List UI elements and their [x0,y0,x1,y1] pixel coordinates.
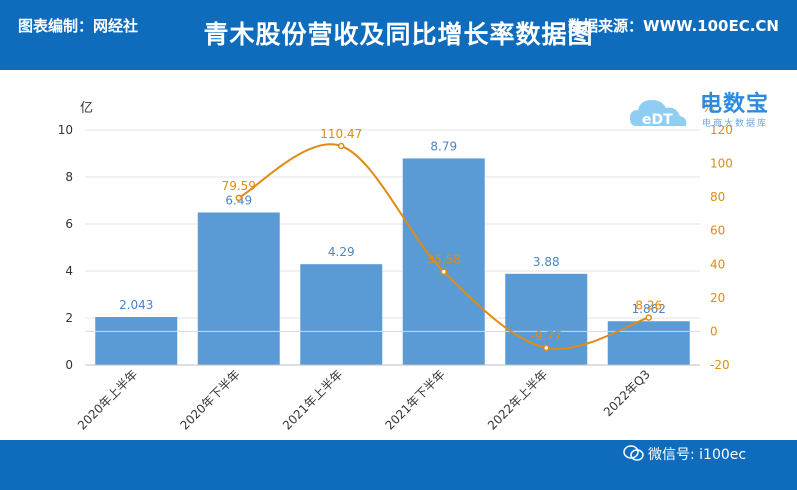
y2-tick-label: 20 [710,291,725,305]
bar-value-label: 8.79 [430,139,457,153]
y-tick-label: 0 [65,358,73,372]
y2-tick-label: 60 [710,224,725,238]
bar-value-label: 1.862 [632,302,666,316]
svg-text:eDT: eDT [642,112,673,128]
y2-axis-unit: % [702,101,714,116]
y2-tick-label: 0 [710,324,718,338]
logo-name: 电数宝 [700,92,770,117]
x-tick-label: 2022年Q3 [601,367,653,419]
line-value-label: 8.26 [635,299,662,313]
y2-tick-label: 80 [710,190,725,204]
line-value-label: -9.77 [531,329,562,343]
bar [402,158,485,365]
x-tick-label: 2022年上半年 [485,367,550,432]
wechat-icon [623,445,644,461]
bar [197,212,280,365]
bar-value-label: 4.29 [328,245,355,259]
x-tick-label: 2020年上半年 [75,367,140,432]
y2-tick-label: 120 [710,123,733,137]
bar [505,273,588,365]
y2-tick-label: 40 [710,257,725,271]
footer-bar [0,440,797,490]
y-tick-label: 6 [65,217,73,231]
combo-chart: 0246810-20020406080100120亿%2.0436.494.29… [58,101,733,433]
logo-cloud-icon: eDT [630,100,687,128]
footer-credit: 图表编制：网经社 [18,17,139,35]
line-value-label: 35.58 [427,253,461,267]
line-point [338,142,345,150]
bar [300,264,383,365]
line-value-label: 110.47 [320,127,362,141]
x-tick-label: 2020年下半年 [177,367,242,432]
bar-value-label: 2.043 [119,298,153,312]
y-axis-unit: 亿 [80,101,93,116]
y-tick-label: 8 [65,170,73,184]
y-tick-label: 2 [65,311,73,325]
y2-tick-label: 100 [710,157,733,171]
wechat-id: 微信号: i100ec [648,447,747,463]
x-tick-label: 2021年上半年 [280,367,345,432]
bar [607,321,690,365]
line-point [543,344,550,352]
y-tick-label: 10 [58,123,73,137]
title-bar [0,0,797,70]
y-tick-label: 4 [65,264,73,278]
bar [95,316,178,365]
line-point [645,314,652,321]
line-point [440,268,447,275]
line-point [235,194,242,202]
x-tick-label: 2021年下半年 [382,367,447,432]
footer-source: 数据来源：WWW.100EC.CN [568,17,779,35]
chart-title: 青木股份营收及同比增长率数据图 [203,20,594,49]
line-value-label: 79.59 [222,179,256,193]
growth-line [238,143,650,350]
logo-subtitle: 电商大数据库 [702,119,769,129]
bar-value-label: 3.88 [533,255,560,269]
y2-tick-label: -20 [710,358,730,372]
